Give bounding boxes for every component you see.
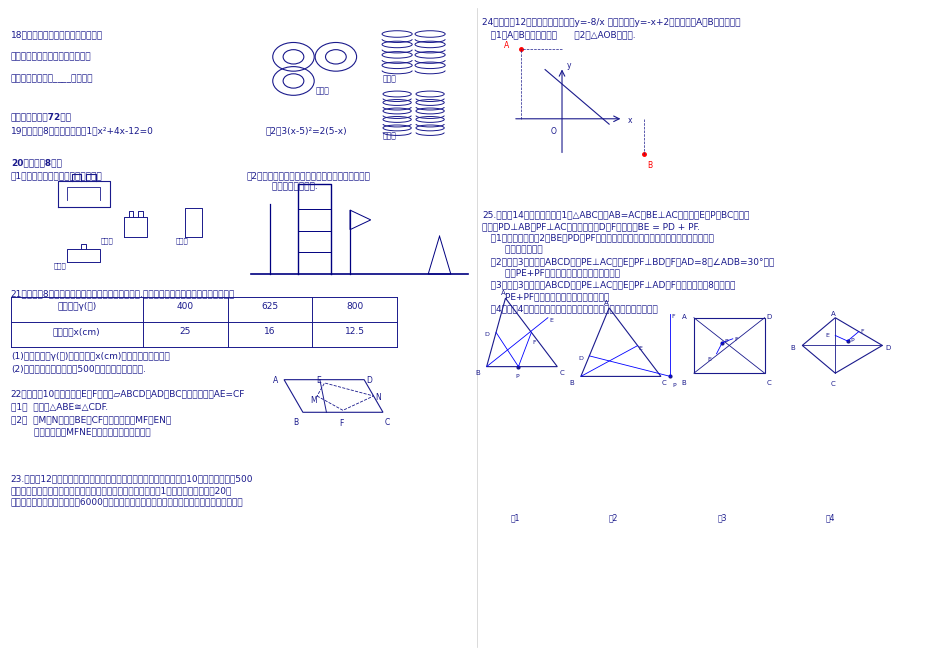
Text: 21、（本题8分）近视眼镜的度数与镜片焦距成反比.小明到眼镜店调查了一些数据如下表：: 21、（本题8分）近视眼镜的度数与镜片焦距成反比.小明到眼镜店调查了一些数据如下… bbox=[10, 290, 235, 299]
Text: N: N bbox=[375, 394, 380, 402]
Text: F: F bbox=[531, 340, 535, 345]
Text: （1）若图形变为图2，BE、PD、PF之间是否还存在上述关系，若存在，请证明，若不: （1）若图形变为图2，BE、PD、PF之间是否还存在上述关系，若存在，请证明，若… bbox=[481, 234, 713, 242]
Text: 侧视图: 侧视图 bbox=[382, 132, 396, 141]
Text: F: F bbox=[733, 337, 737, 343]
Text: 千克．经市场调查发现，在进货价不变的情况下，若每千克涨价1元，日销售量将减少20千: 千克．经市场调查发现，在进货价不变的情况下，若每千克涨价1元，日销售量将减少20… bbox=[10, 486, 232, 495]
Text: E: E bbox=[638, 346, 642, 350]
Text: A: A bbox=[604, 300, 609, 306]
Text: 25.（本题14分）已知：如图1，△ABC中，AB=AC，BE⊥AC，垂足为E，P为BC上在某: 25.（本题14分）已知：如图1，△ABC中，AB=AC，BE⊥AC，垂足为E，… bbox=[481, 210, 749, 219]
Text: F: F bbox=[860, 329, 864, 334]
Text: C: C bbox=[766, 380, 770, 386]
Text: 三．解答题（共72分）: 三．解答题（共72分） bbox=[10, 112, 72, 121]
Text: （3）如图3，在菱形ABCD中，PE⊥AC于点E，PF⊥AD于F，菱形的高为8，试探究: （3）如图3，在菱形ABCD中，PE⊥AC于点E，PF⊥AD于F，菱形的高为8，… bbox=[481, 280, 734, 290]
Text: O: O bbox=[550, 126, 556, 136]
Text: M: M bbox=[311, 396, 317, 405]
Text: （4）以上4个图形，有什么共同之处，请用命题的形式写出你的结论: （4）以上4个图形，有什么共同之处，请用命题的形式写出你的结论 bbox=[481, 304, 657, 313]
Text: 16: 16 bbox=[264, 327, 276, 336]
Text: (2)若小明所戴眼镜度数为500度，求该镜片的焦距.: (2)若小明所戴眼镜度数为500度，求该镜片的焦距. bbox=[10, 365, 145, 373]
Text: D: D bbox=[365, 377, 372, 385]
Text: E: E bbox=[549, 318, 553, 323]
Text: D: D bbox=[578, 356, 582, 361]
Text: 镜片焦距x(cm): 镜片焦距x(cm) bbox=[53, 327, 100, 336]
Text: （2）楼房，旗杆在路灯下的影子如图所示，画出小: （2）楼房，旗杆在路灯下的影子如图所示，画出小 bbox=[246, 171, 370, 180]
Text: B: B bbox=[681, 380, 685, 386]
Text: A: A bbox=[504, 41, 509, 50]
Text: 一点，PD⊥AB，PF⊥AC，垂足分别为D、F，若证：BE = PD + PF.: 一点，PD⊥AB，PF⊥AC，垂足分别为D、F，若证：BE = PD + PF. bbox=[481, 222, 700, 231]
Text: 22．（本题10分）如图，E、F分别是▱ABCD的AD、BC边上的点，且AE=CF: 22．（本题10分）如图，E、F分别是▱ABCD的AD、BC边上的点，且AE=C… bbox=[10, 390, 244, 398]
Text: 图4: 图4 bbox=[825, 514, 834, 523]
Text: （1）添线补全右面几何体的三种视图: （1）添线补全右面几何体的三种视图 bbox=[10, 171, 103, 180]
Text: （2）如图3，在矩形ABCD中，PE⊥AC于点E，PF⊥BD于F，AD=8，∠ADB=30°，试: （2）如图3，在矩形ABCD中，PE⊥AC于点E，PF⊥BD于F，AD=8，∠A… bbox=[481, 257, 773, 266]
Text: P: P bbox=[671, 383, 675, 388]
Text: 图2: 图2 bbox=[609, 514, 617, 523]
Text: 625: 625 bbox=[261, 302, 278, 311]
Text: y: y bbox=[566, 62, 570, 70]
Text: 树在路灯下的影子.: 树在路灯下的影子. bbox=[246, 183, 318, 192]
Text: F: F bbox=[670, 314, 674, 320]
Text: B: B bbox=[569, 380, 574, 386]
Text: 俯视图: 俯视图 bbox=[53, 262, 66, 269]
Text: C: C bbox=[384, 417, 390, 426]
Text: P: P bbox=[723, 339, 727, 345]
Text: B: B bbox=[475, 370, 480, 376]
Text: C: C bbox=[559, 370, 564, 376]
Text: （1）A、B两点的坐标；      （2）△AOB的面积.: （1）A、B两点的坐标； （2）△AOB的面积. bbox=[481, 31, 635, 40]
Text: 18．一张桌子摆放若干碟子，从三个: 18．一张桌子摆放若干碟子，从三个 bbox=[10, 31, 103, 40]
Text: 存在，说明理由: 存在，说明理由 bbox=[481, 246, 542, 254]
Text: 方向上看，三种视图如下图所示，: 方向上看，三种视图如下图所示， bbox=[10, 52, 92, 62]
Text: A: A bbox=[830, 311, 834, 317]
Text: E: E bbox=[315, 377, 321, 385]
Text: 侧视图: 侧视图 bbox=[176, 238, 188, 244]
Text: E: E bbox=[706, 357, 710, 362]
Text: P: P bbox=[850, 338, 853, 343]
Text: C: C bbox=[661, 380, 666, 386]
Text: PE+PF的值，直接写出答案，不写理由: PE+PF的值，直接写出答案，不写理由 bbox=[481, 292, 609, 301]
Text: B: B bbox=[294, 417, 298, 426]
Text: 图3: 图3 bbox=[716, 514, 726, 523]
Text: B: B bbox=[647, 161, 652, 170]
Text: 图1: 图1 bbox=[510, 514, 519, 523]
Text: A: A bbox=[273, 377, 278, 385]
Text: D: D bbox=[885, 345, 889, 352]
Text: A: A bbox=[500, 290, 505, 296]
Text: 探究PE+PF的值，直接写出答案，不写理由: 探究PE+PF的值，直接写出答案，不写理由 bbox=[481, 269, 619, 278]
Text: 23.（本题12分）某水果批发商场经销一种高档水果，如果每千克盈利10元，每天可售出500: 23.（本题12分）某水果批发商场经销一种高档水果，如果每千克盈利10元，每天可… bbox=[10, 474, 253, 483]
Text: (1)求眼镜度数γ(度)与镜片焦距x(cm)之间的函数关系式；: (1)求眼镜度数γ(度)与镜片焦距x(cm)之间的函数关系式； bbox=[10, 352, 169, 362]
Text: 正视图: 正视图 bbox=[382, 75, 396, 83]
Text: E: E bbox=[825, 333, 829, 338]
Text: x: x bbox=[628, 115, 632, 124]
Text: 克．现该商场要保证每天盈利6000元，同时又要使顾客得到实惠，那么每千克应涨价多少元？: 克．现该商场要保证每天盈利6000元，同时又要使顾客得到实惠，那么每千克应涨价多… bbox=[10, 498, 244, 507]
Text: 24．（本题12分）已知反比例函数y=-8/x 与一次函数y=-x+2的图象交于A、B两点，求：: 24．（本题12分）已知反比例函数y=-8/x 与一次函数y=-x+2的图象交于… bbox=[481, 18, 740, 27]
Text: 俯视图: 俯视图 bbox=[314, 86, 329, 95]
Text: 试判断四边形MFNE的形状，并证明你的结论: 试判断四边形MFNE的形状，并证明你的结论 bbox=[10, 427, 150, 436]
Text: P: P bbox=[515, 375, 518, 379]
Text: 800: 800 bbox=[346, 302, 362, 311]
Text: A: A bbox=[681, 314, 685, 320]
Text: 20、（本题8分）: 20、（本题8分） bbox=[10, 158, 61, 167]
Text: （2）  若M、N分别是BE、CF的中点，连接MF、EN，: （2） 若M、N分别是BE、CF的中点，连接MF、EN， bbox=[10, 415, 171, 424]
Text: B: B bbox=[789, 345, 794, 352]
Text: F: F bbox=[339, 419, 344, 428]
Text: 则这张桌子上共有____个碟子；: 则这张桌子上共有____个碟子； bbox=[10, 74, 93, 83]
Text: 正视图: 正视图 bbox=[100, 238, 113, 244]
Text: 400: 400 bbox=[177, 302, 194, 311]
Text: 12.5: 12.5 bbox=[345, 327, 364, 336]
Text: （2）3(x-5)²=2(5-x): （2）3(x-5)²=2(5-x) bbox=[265, 126, 346, 136]
Text: 25: 25 bbox=[179, 327, 191, 336]
Text: （1）  求证：△ABE≅△CDF.: （1） 求证：△ABE≅△CDF. bbox=[10, 403, 108, 411]
Text: D: D bbox=[484, 332, 489, 337]
Text: 眼镜度数γ(度): 眼镜度数γ(度) bbox=[57, 302, 96, 311]
Text: D: D bbox=[766, 314, 771, 320]
Text: 19、（本题8分）解方程：（1）x²+4x-12=0: 19、（本题8分）解方程：（1）x²+4x-12=0 bbox=[10, 126, 154, 136]
Text: C: C bbox=[830, 381, 834, 387]
